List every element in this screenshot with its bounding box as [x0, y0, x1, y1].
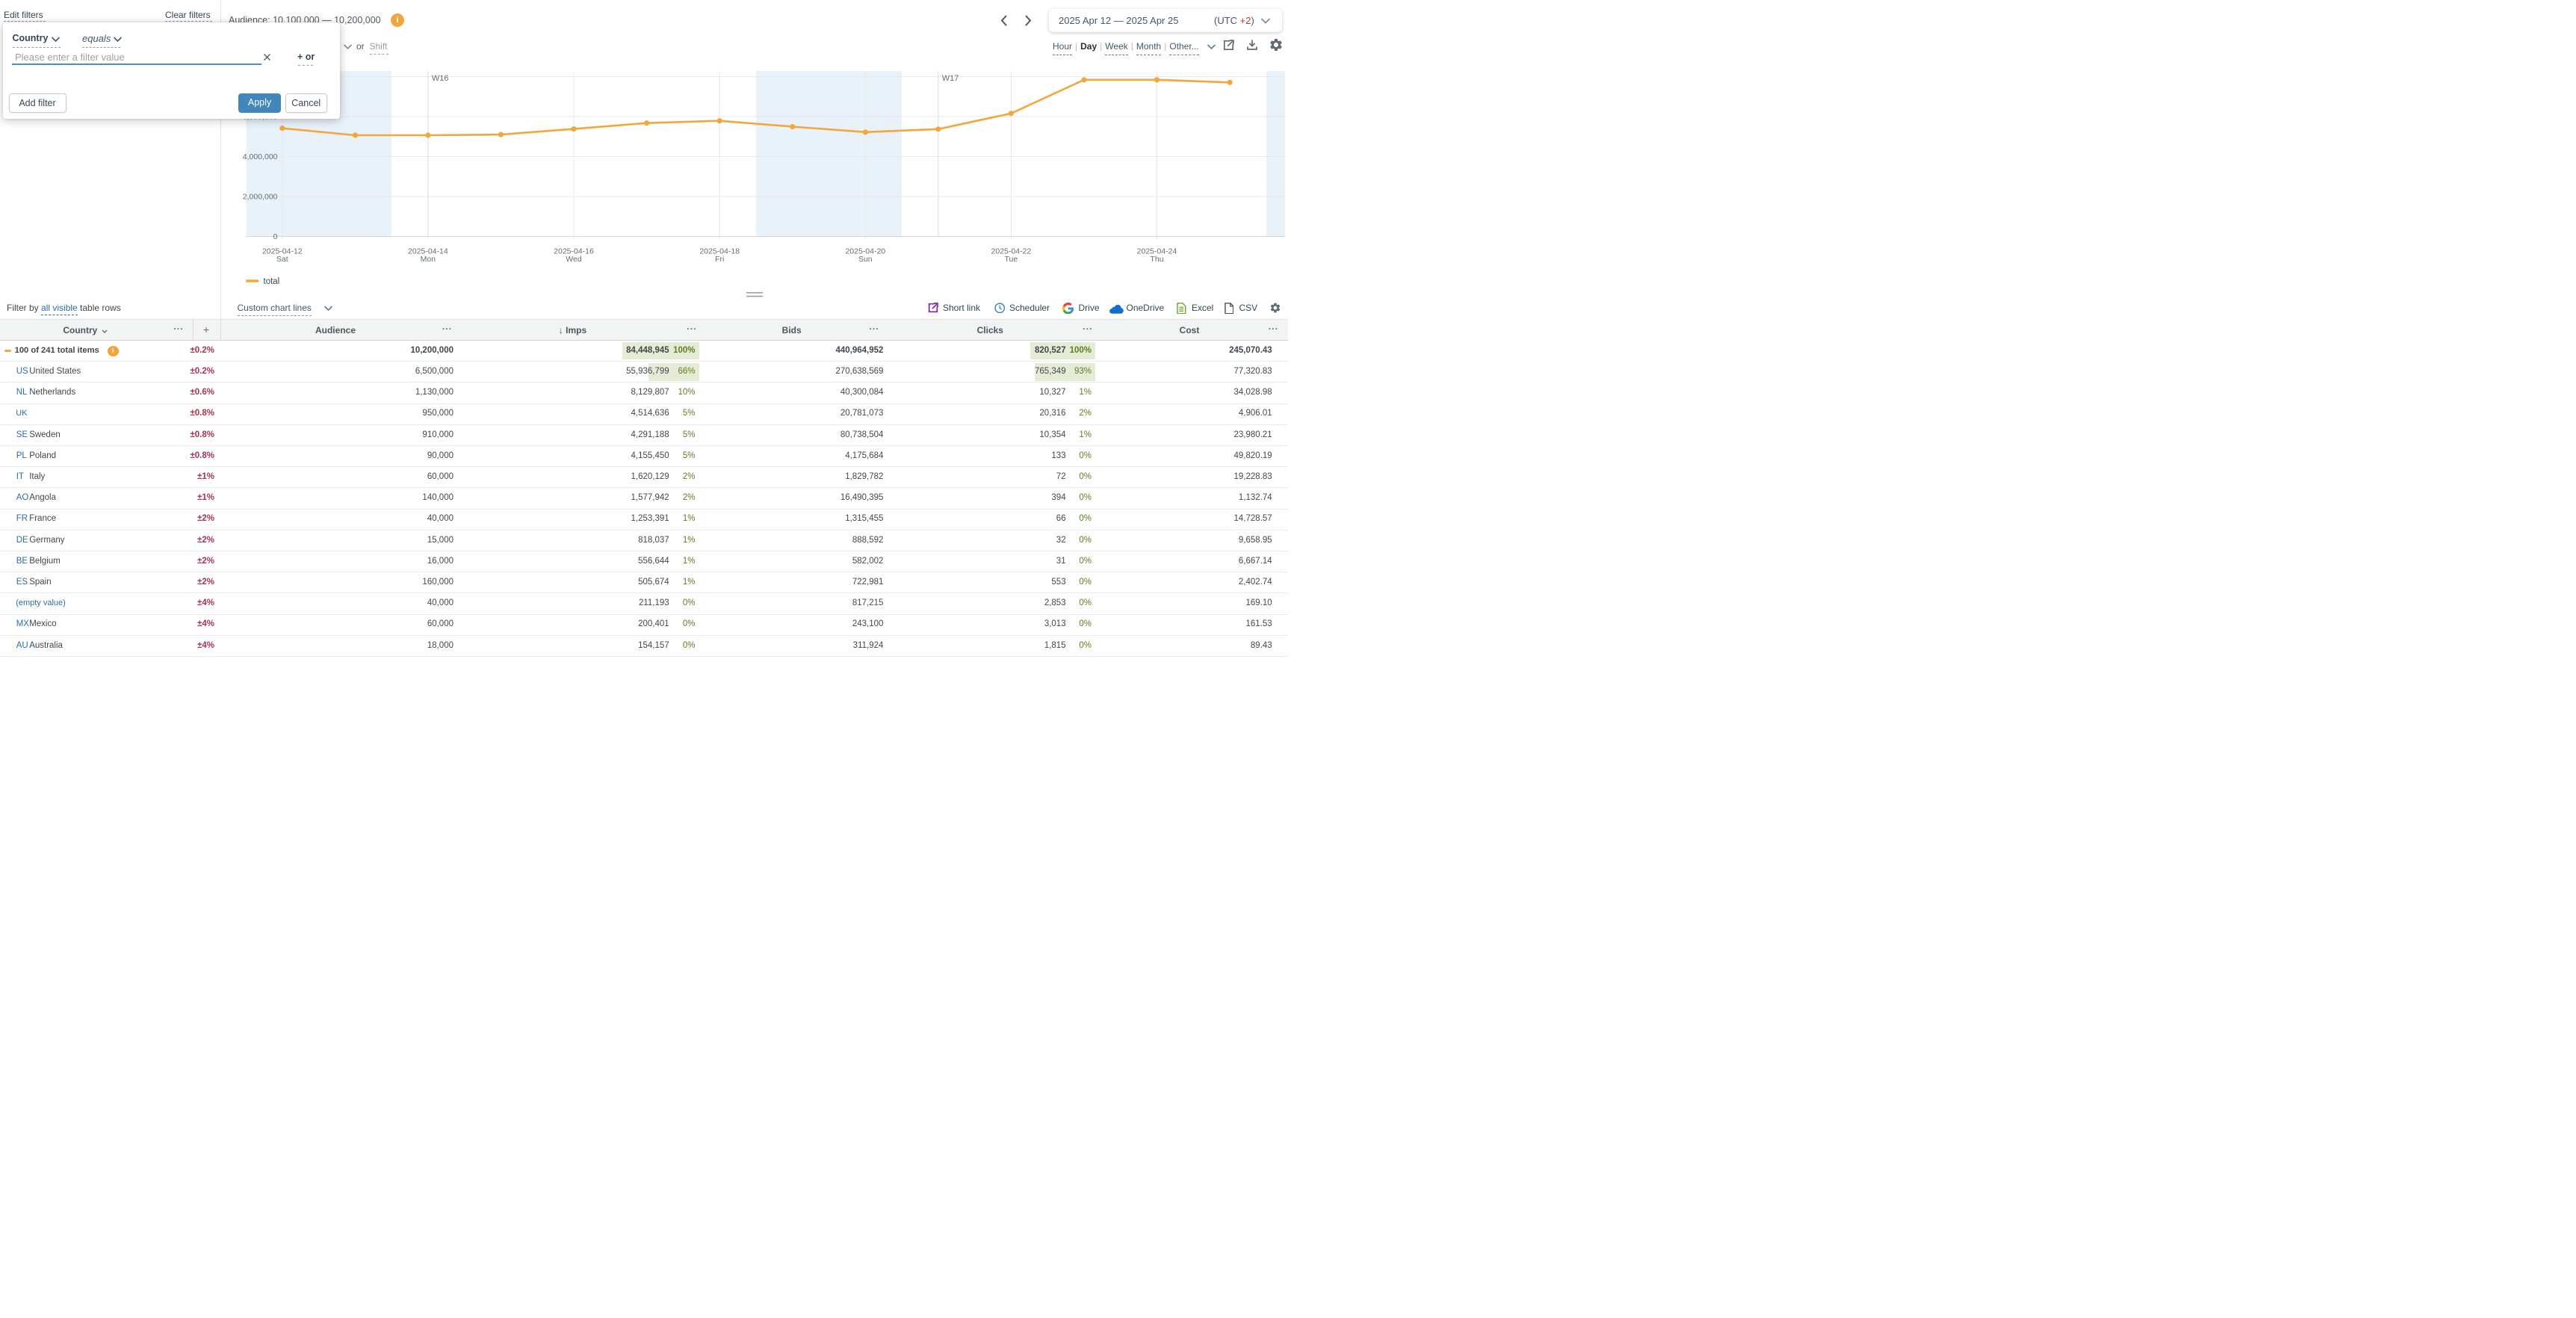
svg-text:2025-04-20: 2025-04-20	[845, 247, 885, 256]
svg-text:Thu: Thu	[1150, 255, 1163, 264]
svg-text:Tue: Tue	[1005, 255, 1018, 264]
svg-text:2025-04-12: 2025-04-12	[262, 247, 303, 256]
svg-text:2025-04-24: 2025-04-24	[1137, 247, 1177, 256]
svg-text:2,000,000: 2,000,000	[243, 193, 278, 202]
svg-text:0: 0	[273, 232, 278, 241]
svg-text:2025-04-22: 2025-04-22	[991, 247, 1032, 256]
svg-text:Sat: Sat	[276, 255, 288, 264]
svg-text:2025-04-18: 2025-04-18	[699, 247, 740, 256]
svg-text:Fri: Fri	[715, 255, 724, 264]
svg-text:W17: W17	[942, 74, 959, 83]
svg-text:Mon: Mon	[421, 255, 436, 264]
svg-text:2025-04-14: 2025-04-14	[408, 247, 448, 256]
svg-text:Sun: Sun	[858, 255, 873, 264]
svg-text:4,000,000: 4,000,000	[243, 152, 278, 161]
svg-text:W16: W16	[432, 74, 449, 83]
svg-text:total: total	[264, 277, 280, 286]
svg-text:2025-04-16: 2025-04-16	[554, 247, 594, 256]
svg-text:Wed: Wed	[566, 255, 582, 264]
